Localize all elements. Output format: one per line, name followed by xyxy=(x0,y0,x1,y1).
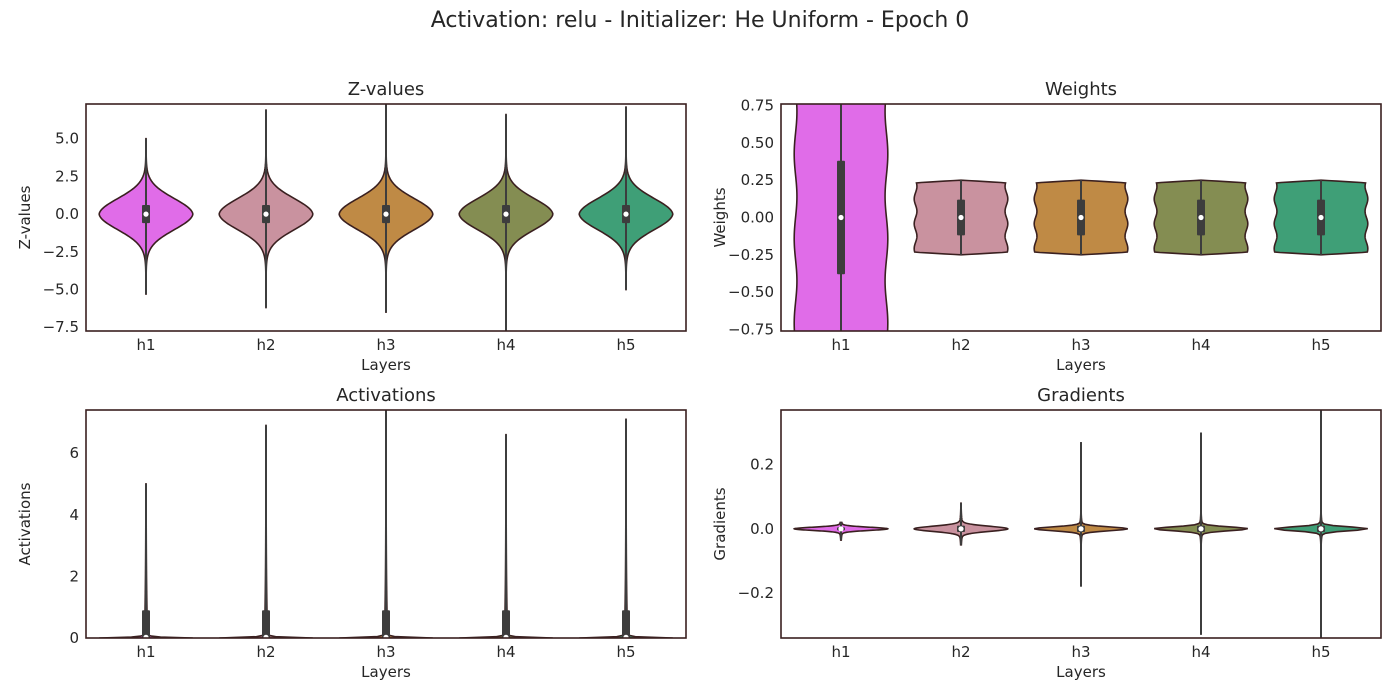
y-tick-label: 6 xyxy=(69,444,79,462)
y-tick-label: 0.50 xyxy=(741,134,774,152)
box-h2 xyxy=(262,610,270,638)
median-dot-h5 xyxy=(623,211,629,217)
panel-title: Weights xyxy=(1045,79,1117,100)
box-h3 xyxy=(382,610,390,638)
panel-gradients: −0.2 0.0 0.2 h1 h2 h3 h4 h5 Layers Gradients Gradi… xyxy=(711,385,1382,681)
y-tick-label: −0.50 xyxy=(728,283,774,301)
x-tick-label-h4: h4 xyxy=(496,336,515,354)
violin-group xyxy=(793,104,1369,331)
x-tick-label-h3: h3 xyxy=(376,336,395,354)
x-tick-label-h5: h5 xyxy=(1311,336,1330,354)
x-tick-label-h5: h5 xyxy=(616,643,635,661)
y-tick-label: 2.5 xyxy=(55,167,79,185)
x-tick-label-h2: h2 xyxy=(256,336,275,354)
x-tick-label-h2: h2 xyxy=(256,643,275,661)
median-dot-h3 xyxy=(1078,526,1084,532)
x-tick-label-h1: h1 xyxy=(831,643,850,661)
y-tick-label: 2 xyxy=(69,567,79,585)
median-dot-h5 xyxy=(1318,214,1324,221)
median-dot-h5 xyxy=(1318,526,1324,532)
box-h4 xyxy=(502,610,510,638)
panel-title: Gradients xyxy=(1037,385,1125,406)
x-axis-label: Layers xyxy=(361,663,411,681)
y-tick-label: −0.75 xyxy=(728,321,774,339)
y-tick-label: −0.2 xyxy=(738,584,774,602)
median-dot-h4 xyxy=(1198,526,1204,532)
y-tick-label: 0 xyxy=(69,629,79,647)
median-dot-h4 xyxy=(1198,214,1204,221)
axes-frame xyxy=(85,409,687,639)
median-dot-h3 xyxy=(383,211,389,217)
y-tick-label: 0.00 xyxy=(741,209,774,227)
y-axis-label: Weights xyxy=(711,187,729,247)
median-dot-h1 xyxy=(838,214,844,221)
x-axis-label: Layers xyxy=(1056,356,1106,374)
box-h1 xyxy=(142,610,150,638)
x-axis-label: Layers xyxy=(361,356,411,374)
y-tick-label: 0.0 xyxy=(750,520,774,538)
y-tick-label: −5.0 xyxy=(43,281,79,299)
x-tick-label-h2: h2 xyxy=(951,336,970,354)
median-dot-h2 xyxy=(958,214,964,221)
y-tick-label: 0.25 xyxy=(741,171,774,189)
panel-title: Activations xyxy=(336,385,436,406)
y-tick-label: 0.0 xyxy=(55,205,79,223)
panel-weights: −0.75 −0.50 −0.25 0.00 0.25 0.50 0.75 h1 h2 h3 h4 h… xyxy=(711,79,1382,374)
x-tick-label-h1: h1 xyxy=(136,336,155,354)
y-axis-label: Activations xyxy=(16,482,34,565)
axes-frame xyxy=(780,103,1382,332)
figure-title: Activation: relu - Initializer: He Unifo… xyxy=(430,8,970,33)
panel-title: Z-values xyxy=(348,79,425,100)
x-tick-label-h3: h3 xyxy=(1071,643,1090,661)
median-dot-h5 xyxy=(623,634,629,638)
median-dot-h4 xyxy=(503,211,509,217)
median-dot-h1 xyxy=(143,211,149,217)
x-tick-label-h5: h5 xyxy=(616,336,635,354)
violin-group xyxy=(99,410,673,638)
x-tick-label-h4: h4 xyxy=(1191,643,1210,661)
y-tick-label: −2.5 xyxy=(43,243,79,261)
median-dot-h2 xyxy=(958,526,964,532)
x-tick-label-h2: h2 xyxy=(951,643,970,661)
median-dot-h4 xyxy=(503,634,509,638)
y-axis-label: Gradients xyxy=(711,487,729,560)
y-tick-label: −0.25 xyxy=(728,246,774,264)
x-tick-label-h5: h5 xyxy=(1311,643,1330,661)
x-tick-label-h4: h4 xyxy=(496,643,515,661)
axes-frame xyxy=(85,103,687,332)
panel-z-values: −7.5 −5.0 −2.5 0.0 2.5 5.0 h1 h2 h3 h4 h5 Layers Z-v… xyxy=(16,79,687,374)
median-dot-h3 xyxy=(1078,214,1084,221)
x-tick-label-h3: h3 xyxy=(1071,336,1090,354)
x-tick-label-h4: h4 xyxy=(1191,336,1210,354)
y-tick-label: −7.5 xyxy=(43,318,79,336)
median-dot-h3 xyxy=(383,634,389,638)
median-dot-h2 xyxy=(263,634,269,638)
box-h5 xyxy=(622,610,630,638)
y-tick-label: 4 xyxy=(69,506,79,524)
y-tick-label: 0.75 xyxy=(741,96,774,114)
x-axis-label: Layers xyxy=(1056,663,1106,681)
axes-frame xyxy=(780,409,1382,639)
median-dot-h1 xyxy=(838,526,844,532)
x-tick-label-h1: h1 xyxy=(831,336,850,354)
y-tick-label: 5.0 xyxy=(55,130,79,148)
violin-group xyxy=(792,410,1368,638)
median-dot-h2 xyxy=(263,211,269,217)
x-tick-label-h1: h1 xyxy=(136,643,155,661)
median-dot-h1 xyxy=(143,634,149,638)
y-axis-label: Z-values xyxy=(16,185,34,249)
violin-group xyxy=(98,104,674,331)
y-tick-label: 0.2 xyxy=(750,456,774,474)
x-tick-label-h3: h3 xyxy=(376,643,395,661)
panel-activations: 0 2 4 6 h1 h2 h3 h4 h5 Layers Activations Activatio… xyxy=(16,385,687,681)
